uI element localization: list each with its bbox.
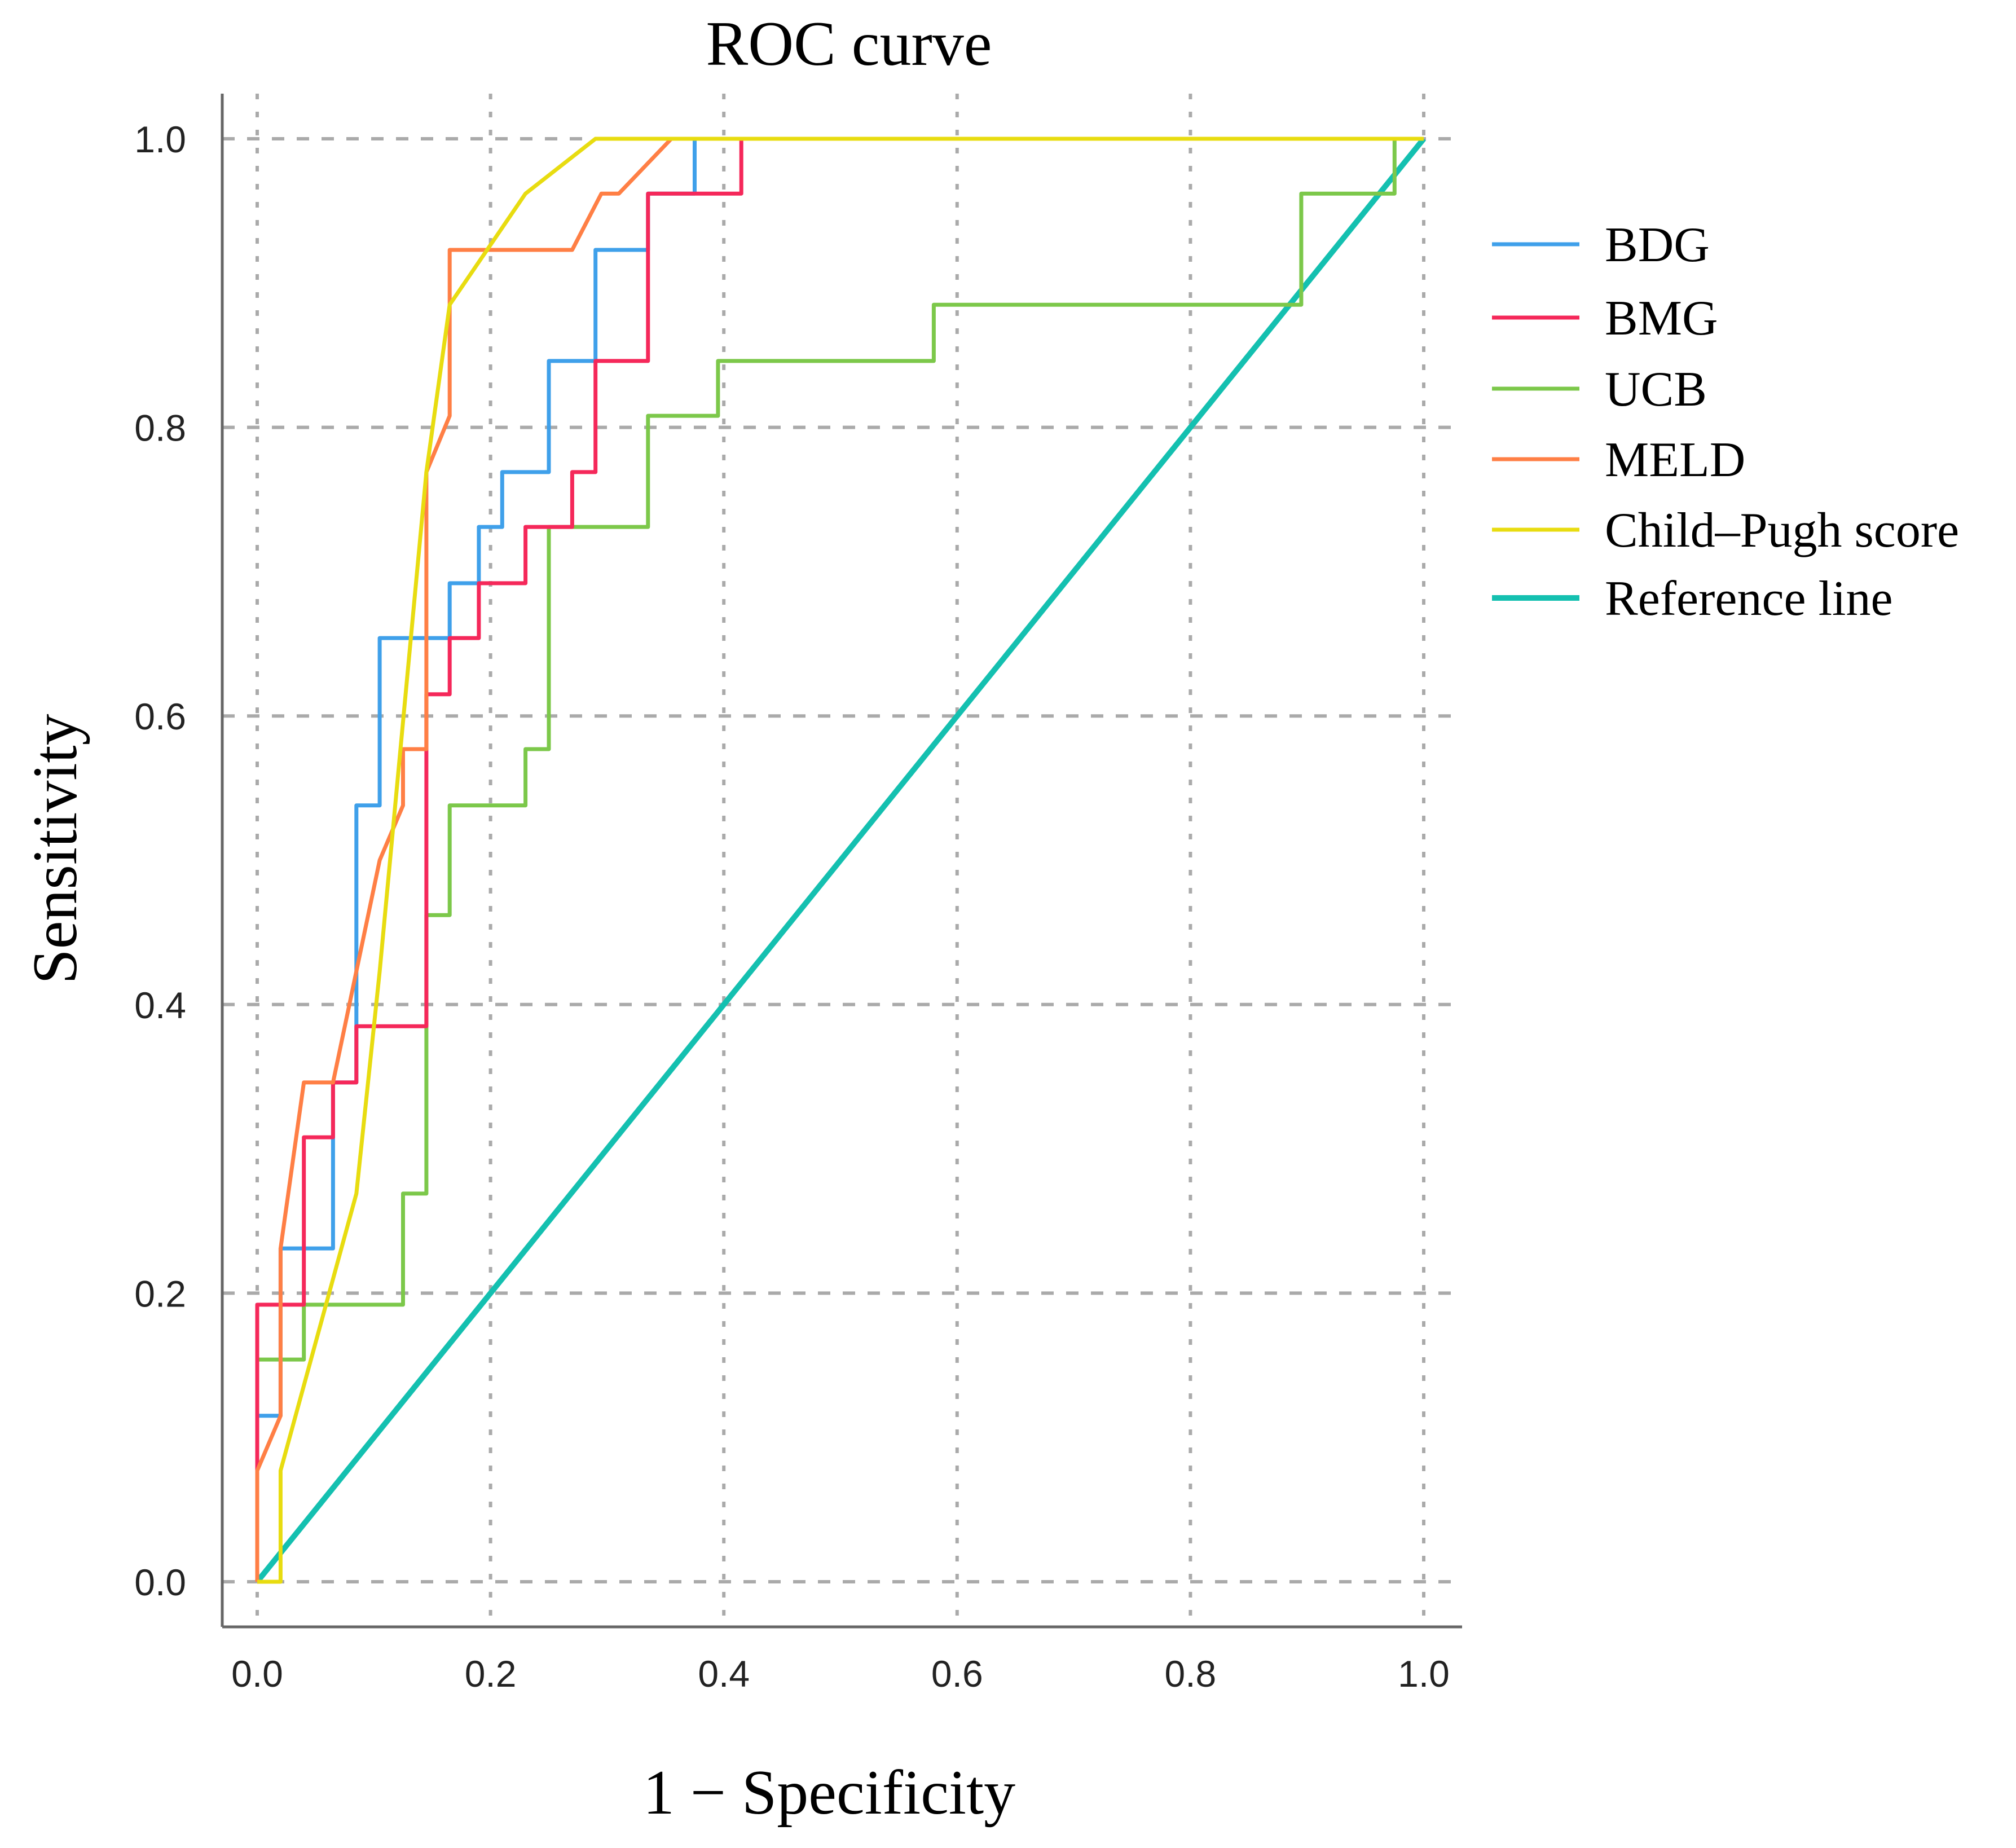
x-tick-label: 1.0 [1398,1653,1450,1695]
grid [222,94,1462,1627]
x-tick-label: 0.2 [465,1653,517,1695]
legend-label: UCB [1605,362,1707,417]
y-tick-label: 0.2 [134,1273,186,1314]
tick-labels: 0.0 0.2 0.4 0.6 0.8 1.0 0.0 0.2 0.4 0.6 0.8 1.0 [134,118,1450,1695]
legend-label: MELD [1605,433,1745,487]
series-line-meld [255,137,1424,1582]
legend: BDG BMG UCB MELD Child–Pugh score Reference l… [1492,218,1959,626]
series-line-reference-line [255,137,1426,1584]
series-lines [255,137,1426,1584]
y-tick-label: 0.4 [134,984,186,1026]
legend-label: BMG [1605,291,1718,346]
series-line-child-pugh-score [257,137,1424,1584]
x-tick-label: 0.0 [231,1653,283,1695]
legend-label: Child–Pugh score [1605,503,1959,558]
y-tick-label: 0.6 [134,696,186,737]
chart-title: ROC curve [706,9,992,79]
y-tick-label: 1.0 [134,118,186,160]
legend-label: BDG [1605,218,1710,272]
legend-label: Reference line [1605,571,1893,626]
series-line-ucb [255,137,1424,1582]
x-tick-label: 0.8 [1165,1653,1217,1695]
y-tick-label: 0.0 [134,1561,186,1603]
series-line-bmg [255,137,1424,1582]
y-tick-label: 0.8 [134,407,186,449]
y-axis-label: Sensitivity [20,714,90,984]
x-tick-label: 0.4 [698,1653,750,1695]
x-axis-label: 1 − Specificity [643,1758,1015,1828]
x-tick-label: 0.6 [931,1653,983,1695]
